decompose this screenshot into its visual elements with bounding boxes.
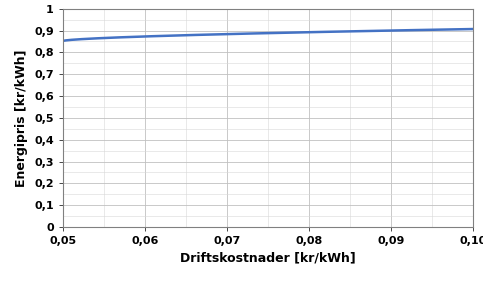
X-axis label: Driftskostnader [kr/kWh]: Driftskostnader [kr/kWh] [180,251,356,265]
Y-axis label: Energipris [kr/kWh]: Energipris [kr/kWh] [15,49,28,187]
